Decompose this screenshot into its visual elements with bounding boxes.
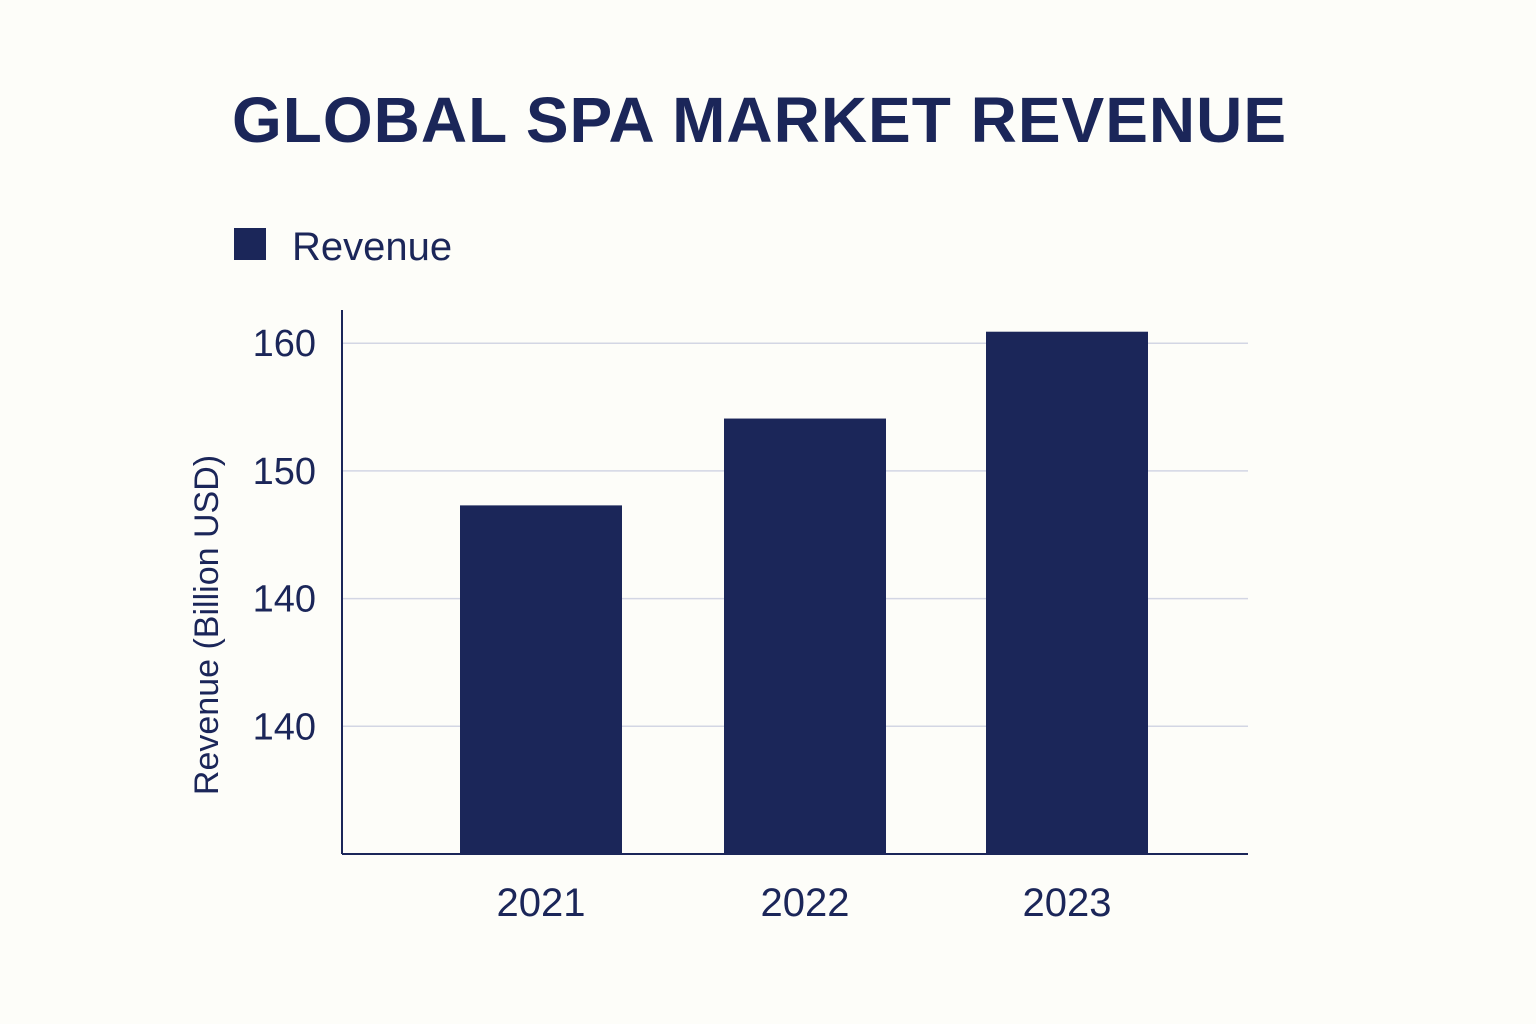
y-tick-label: 150: [253, 451, 316, 493]
y-axis-label: Revenue (Billion USD): [188, 455, 226, 795]
y-tick-label: 140: [253, 579, 316, 621]
bar-2021: [460, 505, 622, 854]
x-tick-label: 2023: [1023, 881, 1112, 925]
bar-2023: [986, 331, 1148, 854]
x-tick-label: 2021: [497, 881, 586, 925]
x-tick-label: 2022: [761, 881, 850, 925]
legend-swatch: [234, 228, 266, 260]
legend-label: Revenue: [292, 225, 452, 269]
y-tick-label: 140: [253, 706, 316, 748]
y-tick-label: 160: [253, 323, 316, 365]
chart-title: GLOBAL SPA MARKET REVENUE: [232, 84, 1287, 156]
bar-2022: [724, 418, 886, 854]
